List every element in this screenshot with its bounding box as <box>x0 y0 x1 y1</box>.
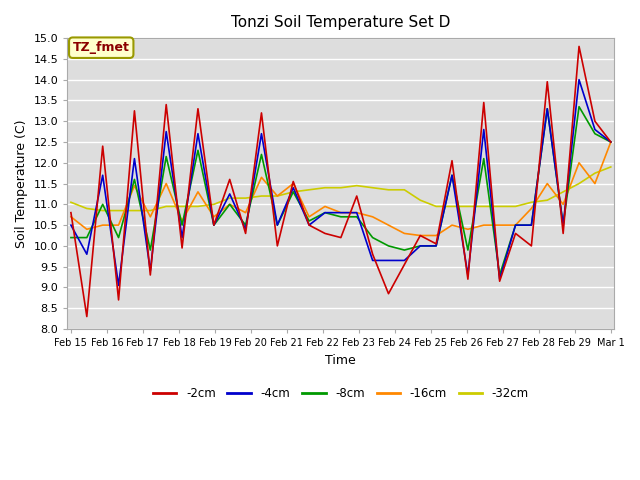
Text: TZ_fmet: TZ_fmet <box>73 41 130 54</box>
Legend: -2cm, -4cm, -8cm, -16cm, -32cm: -2cm, -4cm, -8cm, -16cm, -32cm <box>148 382 534 405</box>
Title: Tonzi Soil Temperature Set D: Tonzi Soil Temperature Set D <box>231 15 451 30</box>
X-axis label: Time: Time <box>326 354 356 367</box>
Y-axis label: Soil Temperature (C): Soil Temperature (C) <box>15 120 28 248</box>
